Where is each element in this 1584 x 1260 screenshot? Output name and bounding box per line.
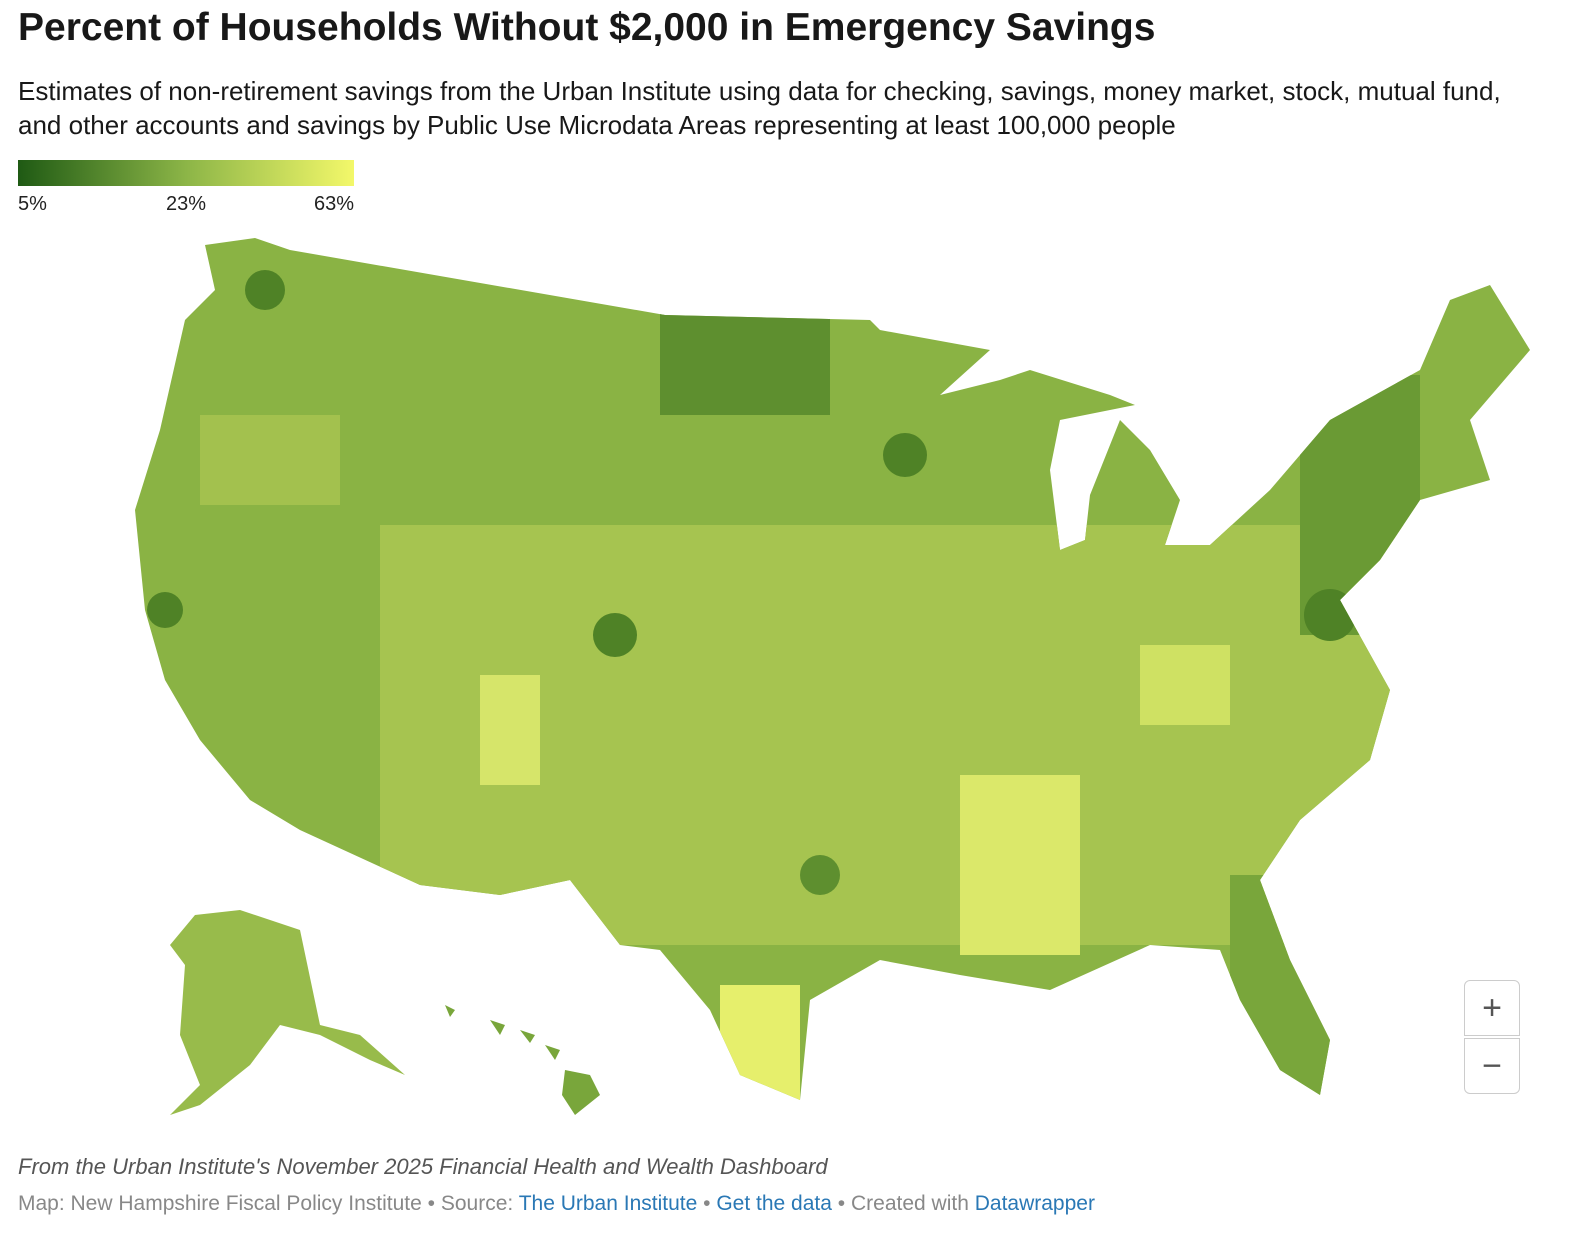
tool-link[interactable]: Datawrapper xyxy=(974,1192,1095,1215)
map xyxy=(135,238,1530,1115)
legend-label: 5% xyxy=(18,193,47,215)
contiguous-us xyxy=(135,238,1530,1100)
title: Percent of Households Without $2,000 in … xyxy=(18,6,1156,49)
created-with: Created with xyxy=(850,1192,969,1215)
separator: • xyxy=(837,1192,846,1215)
legend-label: 63% xyxy=(314,193,354,215)
subtitle: Estimates of non-retirement savings from… xyxy=(18,76,1501,140)
get-data-link[interactable]: Get the data xyxy=(716,1192,832,1215)
zoom-out-button[interactable]: − xyxy=(1464,1038,1520,1094)
zoom-in-button[interactable]: + xyxy=(1464,980,1520,1036)
legend-label: 23% xyxy=(166,193,206,215)
legend: 5% 23% 63% xyxy=(18,160,354,215)
hawaii xyxy=(445,1005,600,1115)
source-label: Source: xyxy=(440,1192,514,1215)
alaska xyxy=(170,910,405,1115)
byline: Map: New Hampshire Fiscal Policy Institu… xyxy=(18,1192,1095,1216)
separator: • xyxy=(703,1192,711,1215)
separator: • xyxy=(427,1192,436,1215)
notes: From the Urban Institute's November 2025… xyxy=(18,1154,828,1179)
legend-bar xyxy=(18,160,354,186)
source-link[interactable]: The Urban Institute xyxy=(518,1192,698,1215)
map-credit: Map: New Hampshire Fiscal Policy Institu… xyxy=(18,1192,422,1215)
